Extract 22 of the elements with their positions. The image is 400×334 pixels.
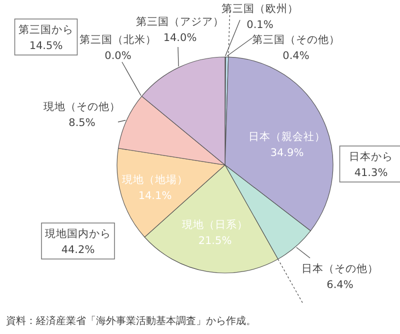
category-label: 第三国（北米） [80, 34, 156, 46]
text: 日本から 41.3% [349, 150, 393, 179]
data-label: 6.4% [326, 279, 354, 291]
data-label: 8.5% [68, 117, 96, 129]
slice-label: 現地（その他） [44, 100, 120, 113]
text: 第三国から 14.5% [18, 24, 74, 52]
slice-label: 日本（親会社） [248, 130, 326, 143]
data-label: 0.1% [246, 19, 274, 31]
slice-label: 第三国（欧州） [222, 2, 298, 15]
slice-label: 第三国（アジア） [136, 16, 224, 28]
text: 資料：経済産業省「海外事業活動基本調査」から作成。 [6, 315, 256, 327]
text: 0.0% [104, 50, 132, 62]
data-label: 14.1% [138, 190, 172, 202]
slice-label: 現地（日系） [182, 218, 248, 231]
text: 現地国内から 44.2% [45, 227, 111, 256]
data-label: 21.5% [198, 235, 232, 247]
slice-label: 日本（その他） [302, 262, 378, 275]
data-label: 34.9% [270, 147, 304, 159]
slice-label: 現地（地場） [122, 173, 188, 186]
slice-label: 第三国（その他） [252, 34, 340, 46]
data-label: 14.0% [163, 32, 197, 44]
data-label: 0.4% [282, 50, 310, 62]
